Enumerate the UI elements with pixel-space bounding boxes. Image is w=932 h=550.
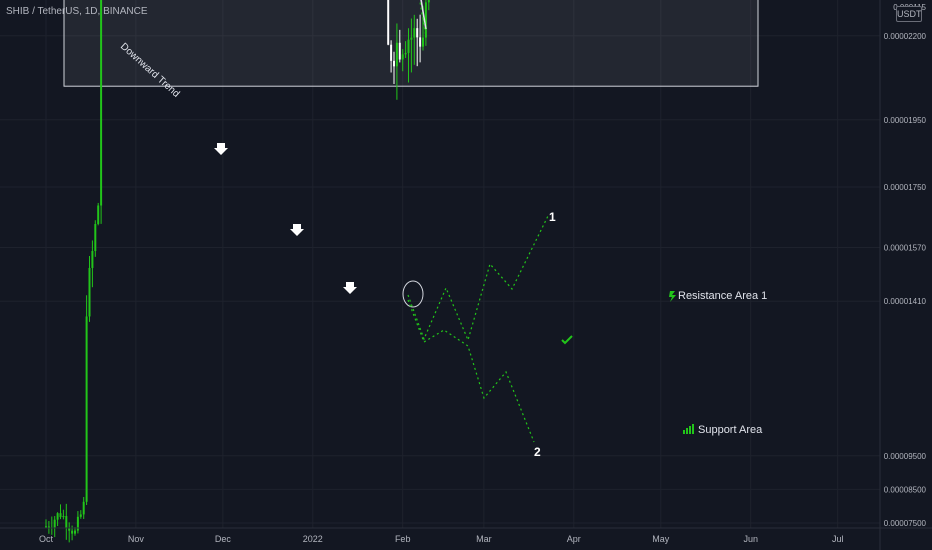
candles-layer bbox=[45, 0, 430, 543]
scenario-1-label: 1 bbox=[549, 210, 556, 224]
x-tick-label: May bbox=[652, 534, 670, 544]
signal-bars-icon bbox=[689, 426, 691, 434]
candle-body bbox=[422, 37, 424, 47]
y-tick-label: 0.00001570 bbox=[884, 243, 927, 252]
signal-bars-icon bbox=[692, 424, 694, 434]
candle-body bbox=[76, 516, 79, 531]
candle-body bbox=[62, 516, 65, 518]
y-tick-label: 0.00008500 bbox=[884, 485, 927, 494]
y-tick-label: 0.00001410 bbox=[884, 297, 927, 306]
x-tick-label: Jun bbox=[743, 534, 758, 544]
candle-body bbox=[395, 42, 398, 67]
candle-body bbox=[413, 28, 416, 38]
checkmark-icon bbox=[561, 335, 573, 345]
candle-body bbox=[82, 501, 85, 515]
candle-body bbox=[424, 2, 427, 38]
candle-body bbox=[97, 205, 100, 224]
candle-body bbox=[387, 0, 390, 45]
lightning-icon bbox=[669, 291, 676, 302]
candle-body bbox=[398, 42, 401, 60]
candle-body bbox=[68, 527, 71, 531]
candle-body bbox=[94, 223, 97, 251]
candle-body bbox=[100, 0, 103, 206]
resistance-label: Resistance Area 1 bbox=[678, 290, 767, 302]
candle-body bbox=[74, 530, 76, 534]
candle-body bbox=[85, 316, 88, 502]
x-tick-label: Oct bbox=[39, 534, 54, 544]
candle-body bbox=[65, 516, 68, 528]
candle-body bbox=[79, 514, 82, 517]
candle-body bbox=[45, 526, 47, 528]
y-tick-label: 0.00001750 bbox=[884, 183, 927, 192]
candle-body bbox=[390, 44, 393, 61]
scenario-1-path bbox=[407, 215, 549, 342]
scenario-2-path bbox=[407, 299, 535, 443]
candle-body bbox=[53, 519, 56, 528]
grid-lines bbox=[0, 0, 880, 528]
x-tick-label: Dec bbox=[215, 534, 232, 544]
down-arrow-icon bbox=[290, 224, 304, 236]
candle-body bbox=[427, 0, 430, 3]
x-tick-label: Mar bbox=[476, 534, 492, 544]
x-tick-label: Feb bbox=[395, 534, 411, 544]
signal-bars-icon bbox=[686, 428, 688, 434]
candle-body bbox=[71, 530, 74, 534]
signal-bars-icon bbox=[683, 430, 685, 434]
scenario-2-label: 2 bbox=[534, 445, 541, 459]
down-arrow-icon bbox=[214, 143, 228, 155]
x-tick-label: Apr bbox=[567, 534, 581, 544]
chart-header-title: SHIB / TetherUS, 1D, BINANCE bbox=[6, 6, 148, 17]
candle-body bbox=[91, 250, 94, 268]
candle-body bbox=[401, 54, 404, 60]
candle-body bbox=[59, 513, 62, 518]
y-tick-label: 0.00002200 bbox=[884, 32, 927, 41]
down-arrow-icon bbox=[343, 282, 357, 294]
x-tick-label: Jul bbox=[832, 534, 844, 544]
candle-body bbox=[404, 52, 407, 55]
top-highlight-circle bbox=[402, 280, 424, 308]
y-tick-label: 0.00009500 bbox=[884, 452, 927, 461]
y-tick-label: 0.00007500 bbox=[884, 519, 927, 528]
candle-body bbox=[88, 267, 91, 317]
y-tick-label: 0.00001950 bbox=[884, 116, 927, 125]
candle-body bbox=[56, 513, 59, 520]
currency-button[interactable]: USDT bbox=[896, 6, 922, 22]
support-label: Support Area bbox=[698, 424, 763, 436]
x-tick-label: 2022 bbox=[303, 534, 323, 544]
candle-body bbox=[419, 37, 422, 47]
candle-body bbox=[416, 28, 419, 38]
candle-body bbox=[393, 60, 395, 67]
x-tick-label: Nov bbox=[128, 534, 145, 544]
candle-body bbox=[410, 37, 413, 40]
candle-body bbox=[47, 526, 50, 528]
candle-body bbox=[407, 39, 410, 53]
